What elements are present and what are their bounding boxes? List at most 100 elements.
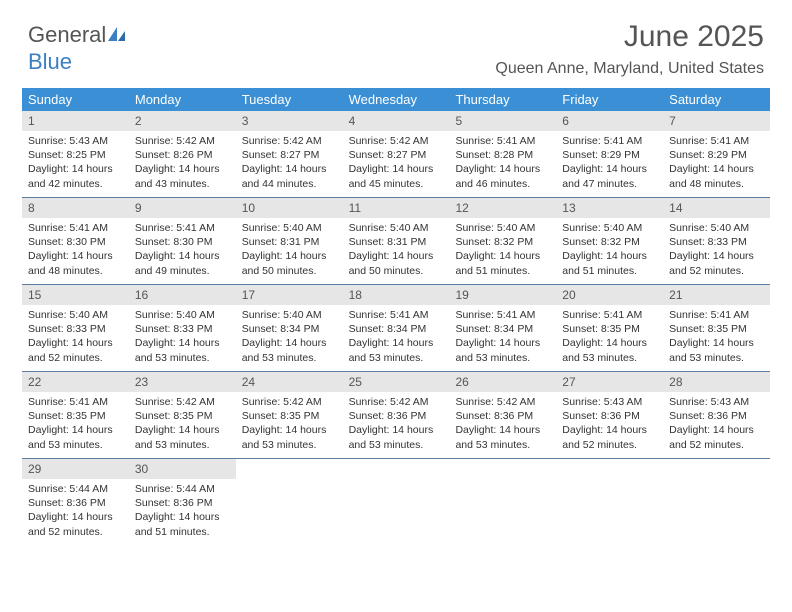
- daylight-line1: Daylight: 14 hours: [242, 336, 337, 350]
- day-cell: [556, 459, 663, 545]
- weekday-header: Sunday: [22, 88, 129, 111]
- daylight-line1: Daylight: 14 hours: [455, 423, 550, 437]
- daylight-line2: and 53 minutes.: [135, 351, 230, 365]
- sunset-text: Sunset: 8:28 PM: [455, 148, 550, 162]
- day-details: Sunrise: 5:42 AMSunset: 8:35 PMDaylight:…: [129, 392, 236, 458]
- day-number: 9: [129, 198, 236, 218]
- daylight-line1: Daylight: 14 hours: [455, 336, 550, 350]
- logo-text-gray: General: [28, 22, 106, 47]
- daylight-line2: and 51 minutes.: [455, 264, 550, 278]
- day-details: Sunrise: 5:41 AMSunset: 8:29 PMDaylight:…: [663, 131, 770, 197]
- sunset-text: Sunset: 8:35 PM: [28, 409, 123, 423]
- day-details: Sunrise: 5:40 AMSunset: 8:32 PMDaylight:…: [556, 218, 663, 284]
- daylight-line1: Daylight: 14 hours: [349, 336, 444, 350]
- day-details: Sunrise: 5:41 AMSunset: 8:30 PMDaylight:…: [129, 218, 236, 284]
- daylight-line1: Daylight: 14 hours: [135, 423, 230, 437]
- daylight-line1: Daylight: 14 hours: [28, 423, 123, 437]
- daylight-line1: Daylight: 14 hours: [562, 336, 657, 350]
- daylight-line2: and 53 minutes.: [455, 438, 550, 452]
- day-cell: 23Sunrise: 5:42 AMSunset: 8:35 PMDayligh…: [129, 372, 236, 458]
- daylight-line2: and 51 minutes.: [135, 525, 230, 539]
- day-cell: 19Sunrise: 5:41 AMSunset: 8:34 PMDayligh…: [449, 285, 556, 371]
- sunrise-text: Sunrise: 5:43 AM: [28, 134, 123, 148]
- sunrise-text: Sunrise: 5:41 AM: [562, 134, 657, 148]
- sunset-text: Sunset: 8:36 PM: [455, 409, 550, 423]
- sunset-text: Sunset: 8:36 PM: [135, 496, 230, 510]
- weekday-header: Wednesday: [343, 88, 450, 111]
- day-number: 22: [22, 372, 129, 392]
- daylight-line2: and 48 minutes.: [28, 264, 123, 278]
- sunset-text: Sunset: 8:34 PM: [349, 322, 444, 336]
- day-number: 10: [236, 198, 343, 218]
- day-details: Sunrise: 5:41 AMSunset: 8:29 PMDaylight:…: [556, 131, 663, 197]
- sunset-text: Sunset: 8:35 PM: [562, 322, 657, 336]
- day-cell: 18Sunrise: 5:41 AMSunset: 8:34 PMDayligh…: [343, 285, 450, 371]
- day-details: Sunrise: 5:40 AMSunset: 8:33 PMDaylight:…: [22, 305, 129, 371]
- day-cell: 22Sunrise: 5:41 AMSunset: 8:35 PMDayligh…: [22, 372, 129, 458]
- daylight-line2: and 53 minutes.: [135, 438, 230, 452]
- location-text: Queen Anne, Maryland, United States: [495, 60, 764, 78]
- day-cell: 2Sunrise: 5:42 AMSunset: 8:26 PMDaylight…: [129, 111, 236, 197]
- day-number: 11: [343, 198, 450, 218]
- sunset-text: Sunset: 8:36 PM: [349, 409, 444, 423]
- day-cell: 28Sunrise: 5:43 AMSunset: 8:36 PMDayligh…: [663, 372, 770, 458]
- day-cell: [236, 459, 343, 545]
- day-number: 12: [449, 198, 556, 218]
- weekday-header: Tuesday: [236, 88, 343, 111]
- sunrise-text: Sunrise: 5:43 AM: [669, 395, 764, 409]
- sunset-text: Sunset: 8:30 PM: [28, 235, 123, 249]
- day-number: 28: [663, 372, 770, 392]
- sunrise-text: Sunrise: 5:41 AM: [28, 221, 123, 235]
- day-number: 6: [556, 111, 663, 131]
- daylight-line2: and 50 minutes.: [349, 264, 444, 278]
- day-cell: 1Sunrise: 5:43 AMSunset: 8:25 PMDaylight…: [22, 111, 129, 197]
- sunrise-text: Sunrise: 5:41 AM: [455, 134, 550, 148]
- daylight-line1: Daylight: 14 hours: [242, 423, 337, 437]
- sunrise-text: Sunrise: 5:40 AM: [455, 221, 550, 235]
- day-number: 19: [449, 285, 556, 305]
- sunrise-text: Sunrise: 5:41 AM: [349, 308, 444, 322]
- daylight-line2: and 45 minutes.: [349, 177, 444, 191]
- day-cell: 4Sunrise: 5:42 AMSunset: 8:27 PMDaylight…: [343, 111, 450, 197]
- daylight-line1: Daylight: 14 hours: [455, 249, 550, 263]
- day-details: Sunrise: 5:42 AMSunset: 8:35 PMDaylight:…: [236, 392, 343, 458]
- day-cell: 12Sunrise: 5:40 AMSunset: 8:32 PMDayligh…: [449, 198, 556, 284]
- day-number: 1: [22, 111, 129, 131]
- sunrise-text: Sunrise: 5:40 AM: [135, 308, 230, 322]
- sunset-text: Sunset: 8:36 PM: [562, 409, 657, 423]
- day-details: Sunrise: 5:43 AMSunset: 8:25 PMDaylight:…: [22, 131, 129, 197]
- sunrise-text: Sunrise: 5:42 AM: [135, 134, 230, 148]
- daylight-line2: and 53 minutes.: [28, 438, 123, 452]
- sunset-text: Sunset: 8:35 PM: [669, 322, 764, 336]
- day-number: 26: [449, 372, 556, 392]
- day-number: 20: [556, 285, 663, 305]
- daylight-line2: and 53 minutes.: [349, 438, 444, 452]
- daylight-line1: Daylight: 14 hours: [669, 249, 764, 263]
- week-row: 22Sunrise: 5:41 AMSunset: 8:35 PMDayligh…: [22, 372, 770, 459]
- day-details: Sunrise: 5:44 AMSunset: 8:36 PMDaylight:…: [22, 479, 129, 545]
- daylight-line2: and 53 minutes.: [562, 351, 657, 365]
- day-cell: 25Sunrise: 5:42 AMSunset: 8:36 PMDayligh…: [343, 372, 450, 458]
- sunset-text: Sunset: 8:25 PM: [28, 148, 123, 162]
- day-cell: 20Sunrise: 5:41 AMSunset: 8:35 PMDayligh…: [556, 285, 663, 371]
- day-details: Sunrise: 5:41 AMSunset: 8:35 PMDaylight:…: [556, 305, 663, 371]
- sunset-text: Sunset: 8:31 PM: [349, 235, 444, 249]
- daylight-line1: Daylight: 14 hours: [28, 249, 123, 263]
- day-cell: 14Sunrise: 5:40 AMSunset: 8:33 PMDayligh…: [663, 198, 770, 284]
- day-number: 29: [22, 459, 129, 479]
- sunrise-text: Sunrise: 5:41 AM: [455, 308, 550, 322]
- weekday-header-row: SundayMondayTuesdayWednesdayThursdayFrid…: [22, 88, 770, 111]
- daylight-line2: and 53 minutes.: [349, 351, 444, 365]
- day-details: Sunrise: 5:42 AMSunset: 8:27 PMDaylight:…: [236, 131, 343, 197]
- daylight-line2: and 48 minutes.: [669, 177, 764, 191]
- weekday-header: Friday: [556, 88, 663, 111]
- logo: General Blue: [28, 22, 126, 75]
- daylight-line2: and 52 minutes.: [28, 351, 123, 365]
- day-cell: 29Sunrise: 5:44 AMSunset: 8:36 PMDayligh…: [22, 459, 129, 545]
- sunrise-text: Sunrise: 5:41 AM: [669, 308, 764, 322]
- daylight-line1: Daylight: 14 hours: [669, 336, 764, 350]
- day-details: Sunrise: 5:40 AMSunset: 8:34 PMDaylight:…: [236, 305, 343, 371]
- day-details: Sunrise: 5:43 AMSunset: 8:36 PMDaylight:…: [663, 392, 770, 458]
- daylight-line1: Daylight: 14 hours: [135, 336, 230, 350]
- day-details: Sunrise: 5:41 AMSunset: 8:28 PMDaylight:…: [449, 131, 556, 197]
